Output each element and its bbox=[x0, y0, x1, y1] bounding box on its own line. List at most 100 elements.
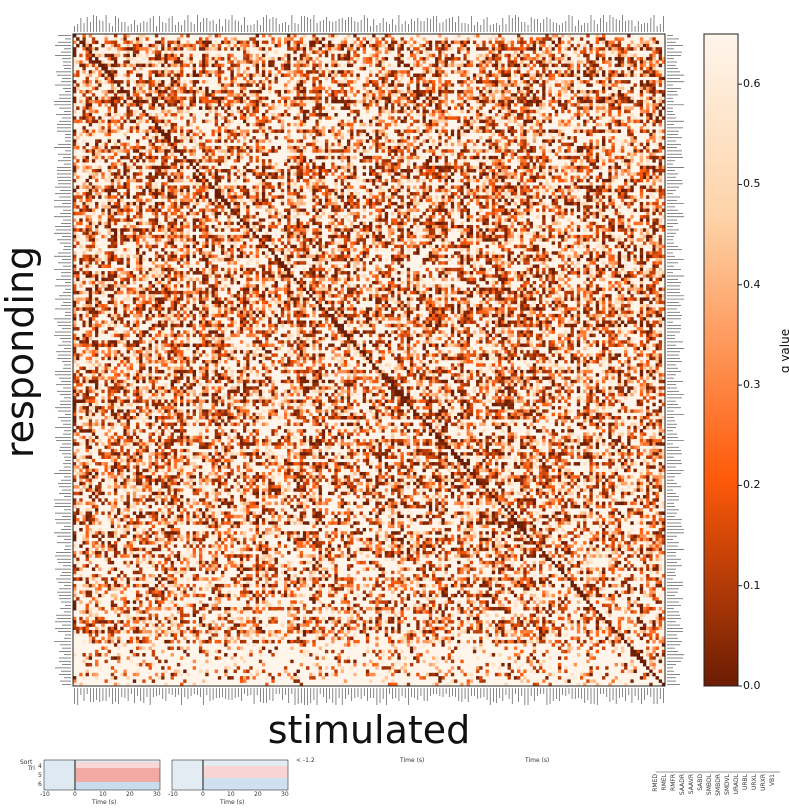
heatmap-cell bbox=[328, 129, 331, 132]
heatmap-cell bbox=[341, 80, 344, 83]
heatmap-cell bbox=[287, 113, 290, 116]
heatmap-cell bbox=[180, 113, 183, 116]
heatmap-cell bbox=[186, 139, 189, 142]
heatmap-cell bbox=[218, 139, 221, 142]
heatmap-cell bbox=[297, 70, 300, 73]
heatmap-cell bbox=[659, 143, 662, 146]
heatmap-cell bbox=[240, 149, 243, 152]
heatmap-cell bbox=[127, 100, 130, 103]
heatmap-cell bbox=[133, 100, 136, 103]
heatmap-cell bbox=[652, 80, 655, 83]
heatmap-cell bbox=[120, 54, 123, 57]
heatmap-cell bbox=[586, 153, 589, 156]
heatmap-cell bbox=[555, 153, 558, 156]
heatmap-cell bbox=[438, 60, 441, 63]
heatmap-cell bbox=[350, 110, 353, 113]
heatmap-cell bbox=[463, 80, 466, 83]
heatmap-cell bbox=[523, 87, 526, 90]
heatmap-cell bbox=[611, 106, 614, 109]
heatmap-cell bbox=[454, 106, 457, 109]
heatmap-cell bbox=[583, 80, 586, 83]
heatmap-cell bbox=[227, 129, 230, 132]
heatmap-cell bbox=[199, 64, 202, 67]
heatmap-cell bbox=[432, 83, 435, 86]
heatmap-cell bbox=[152, 143, 155, 146]
heatmap-cell bbox=[356, 57, 359, 60]
heatmap-cell bbox=[360, 67, 363, 70]
heatmap-cell bbox=[476, 110, 479, 113]
heatmap-cell bbox=[552, 139, 555, 142]
heatmap-cell bbox=[656, 64, 659, 67]
heatmap-cell bbox=[92, 129, 95, 132]
heatmap-cell bbox=[212, 103, 215, 106]
heatmap-cell bbox=[341, 67, 344, 70]
heatmap-cell bbox=[300, 149, 303, 152]
heatmap-cell bbox=[344, 54, 347, 57]
heatmap-cell bbox=[542, 87, 545, 90]
heatmap-cell bbox=[246, 54, 249, 57]
heatmap-cell bbox=[586, 136, 589, 139]
heatmap-cell bbox=[520, 87, 523, 90]
heatmap-cell bbox=[438, 80, 441, 83]
heatmap-cell bbox=[533, 57, 536, 60]
heatmap-cell bbox=[331, 143, 334, 146]
heatmap-cell bbox=[659, 83, 662, 86]
heatmap-cell bbox=[391, 120, 394, 123]
heatmap-cell bbox=[114, 129, 117, 132]
heatmap-cell bbox=[410, 110, 413, 113]
heatmap-cell bbox=[539, 97, 542, 100]
heatmap-cell bbox=[297, 41, 300, 44]
heatmap-cell bbox=[577, 110, 580, 113]
heatmap-cell bbox=[608, 110, 611, 113]
heatmap-cell bbox=[583, 106, 586, 109]
heatmap-cell bbox=[73, 34, 76, 37]
heatmap-cell bbox=[388, 97, 391, 100]
heatmap-cell bbox=[218, 116, 221, 119]
heatmap-cell bbox=[445, 60, 448, 63]
heatmap-cell bbox=[208, 70, 211, 73]
heatmap-cell bbox=[95, 156, 98, 159]
heatmap-cell bbox=[400, 129, 403, 132]
heatmap-cell bbox=[460, 103, 463, 106]
heatmap-cell bbox=[526, 156, 529, 159]
heatmap-cell bbox=[385, 41, 388, 44]
heatmap-cell bbox=[363, 47, 366, 50]
heatmap-cell bbox=[325, 90, 328, 93]
heatmap-cell bbox=[98, 123, 101, 126]
heatmap-cell bbox=[82, 110, 85, 113]
heatmap-cell bbox=[331, 100, 334, 103]
heatmap-cell bbox=[341, 54, 344, 57]
heatmap-cell bbox=[429, 90, 432, 93]
heatmap-cell bbox=[249, 106, 252, 109]
heatmap-cell bbox=[331, 129, 334, 132]
heatmap-cell bbox=[400, 97, 403, 100]
heatmap-cell bbox=[199, 97, 202, 100]
heatmap-cell bbox=[558, 139, 561, 142]
heatmap-cell bbox=[517, 149, 520, 152]
heatmap-cell bbox=[659, 100, 662, 103]
heatmap-cell bbox=[457, 57, 460, 60]
heatmap-cell bbox=[463, 44, 466, 47]
heatmap-cell bbox=[155, 106, 158, 109]
heatmap-cell bbox=[303, 116, 306, 119]
heatmap-cell bbox=[149, 97, 152, 100]
heatmap-cell bbox=[284, 100, 287, 103]
heatmap-cell bbox=[404, 103, 407, 106]
heatmap-cell bbox=[158, 126, 161, 129]
heatmap-cell bbox=[400, 74, 403, 77]
heatmap-cell bbox=[649, 54, 652, 57]
heatmap-cell bbox=[492, 159, 495, 162]
heatmap-cell bbox=[501, 120, 504, 123]
heatmap-cell bbox=[476, 156, 479, 159]
heatmap-cell bbox=[92, 37, 95, 40]
heatmap-cell bbox=[101, 50, 104, 53]
heatmap-cell bbox=[319, 64, 322, 67]
heatmap-cell bbox=[212, 126, 215, 129]
heatmap-cell bbox=[583, 97, 586, 100]
heatmap-cell bbox=[117, 149, 120, 152]
heatmap-cell bbox=[300, 100, 303, 103]
heatmap-cell bbox=[463, 133, 466, 136]
heatmap-cell bbox=[234, 126, 237, 129]
heatmap-cell bbox=[366, 110, 369, 113]
heatmap-cell bbox=[567, 100, 570, 103]
